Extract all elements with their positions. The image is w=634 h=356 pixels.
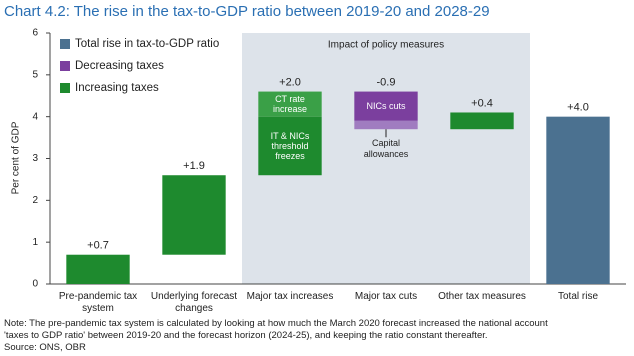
legend-swatch: [60, 83, 70, 93]
value-label: +2.0: [279, 76, 301, 88]
y-tick-label: 5: [32, 69, 38, 80]
y-tick-label: 2: [32, 195, 38, 206]
y-axis-label: Per cent of GDP: [11, 121, 22, 194]
y-tick-label: 4: [32, 111, 38, 122]
x-tick-label: Other tax measures: [438, 291, 526, 302]
y-tick-label: 3: [32, 153, 38, 164]
note: Source: ONS, OBR: [4, 342, 86, 353]
x-tick-label: Underlying forecast changes: [150, 291, 238, 314]
bar: [546, 116, 610, 285]
value-label: +4.0: [567, 102, 589, 114]
x-tick-label: Pre-pandemic tax system: [58, 291, 138, 314]
y-tick-label: 0: [32, 279, 38, 290]
value-label: -0.9: [377, 76, 396, 88]
bar-segment: [354, 91, 418, 121]
chart-title: Chart 4.2: The rise in the tax-to-GDP ra…: [4, 3, 490, 20]
x-tick-label: Total rise: [557, 291, 598, 302]
segment-label: Capital allowances: [363, 138, 409, 160]
y-tick-label: 6: [32, 28, 38, 39]
note: Note: The pre-pandemic tax system is cal…: [4, 318, 548, 329]
value-label: +1.9: [183, 160, 205, 172]
bar: [66, 254, 130, 284]
legend-swatch: [60, 39, 70, 49]
y-tick-label: 1: [32, 237, 38, 248]
x-tick-label: Major tax increases: [246, 291, 334, 302]
bar-segment: [258, 91, 322, 117]
value-label: +0.4: [471, 97, 493, 109]
bar: [450, 112, 514, 130]
bar-segment: [354, 120, 418, 130]
note: 'taxes to GDP ratio' between 2019-20 and…: [4, 330, 488, 341]
segment-label: CT rate increase: [272, 94, 307, 115]
bar-segment: [258, 116, 322, 176]
legend-label: Increasing taxes: [75, 82, 159, 94]
value-label: +0.7: [87, 240, 109, 252]
legend-label: Decreasing taxes: [75, 60, 164, 72]
segment-label: NICs cuts: [366, 101, 406, 112]
legend-swatch: [60, 61, 70, 71]
x-tick-label: Major tax cuts: [354, 291, 418, 302]
region-label: Impact of policy measures: [328, 40, 444, 51]
bar: [162, 175, 226, 255]
legend-label: Total rise in tax-to-GDP ratio: [75, 38, 219, 50]
segment-label: IT & NICs threshold freezes: [270, 130, 310, 161]
